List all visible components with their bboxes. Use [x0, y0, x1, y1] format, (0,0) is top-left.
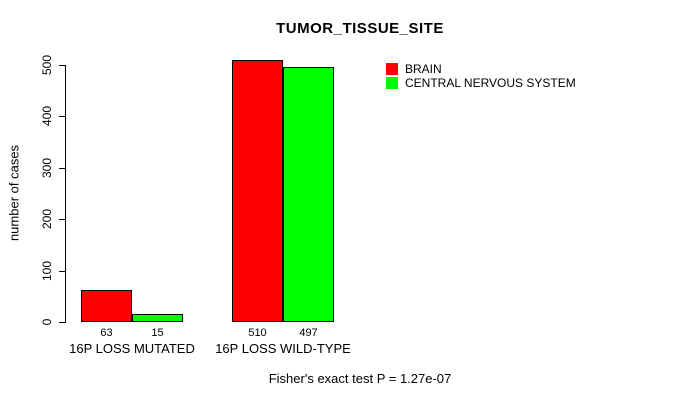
y-axis-tick-label: 300 [40, 157, 54, 178]
bar-value-label: 63 [100, 327, 113, 339]
y-axis-tick [59, 219, 65, 221]
stats-caption: Fisher's exact test P = 1.27e-07 [268, 371, 452, 386]
y-axis-tick-label: 400 [40, 106, 54, 127]
category-label: 16P LOSS WILD-TYPE [215, 341, 351, 356]
y-axis-tick [59, 270, 65, 272]
y-axis-tick-label: 0 [40, 318, 54, 326]
bar [232, 59, 283, 322]
bar-value-label: 497 [299, 327, 318, 339]
bar [81, 289, 132, 322]
legend-label-cns: CENTRAL NERVOUS SYSTEM [405, 76, 576, 90]
y-axis-label: number of cases [6, 144, 22, 242]
legend-item-cns: CENTRAL NERVOUS SYSTEM [386, 76, 576, 90]
legend: BRAIN CENTRAL NERVOUS SYSTEM [386, 62, 576, 90]
legend-swatch-cns-icon [386, 77, 398, 89]
y-axis-tick [59, 65, 65, 66]
chart-title: TUMOR_TISSUE_SITE [276, 20, 444, 37]
bar-value-label: 510 [248, 327, 267, 339]
y-axis-line [65, 65, 66, 323]
bar [132, 314, 183, 322]
category-label: 16P LOSS MUTATED [69, 341, 195, 356]
y-axis-tick [59, 322, 65, 323]
legend-item-brain: BRAIN [386, 62, 576, 76]
legend-label-brain: BRAIN [405, 62, 442, 76]
legend-swatch-brain-icon [386, 63, 398, 75]
bar [283, 66, 334, 322]
y-axis-tick [59, 167, 65, 169]
y-axis-tick-label: 100 [40, 260, 54, 281]
bar-value-label: 15 [151, 327, 164, 339]
y-axis-tick-label: 200 [40, 209, 54, 230]
y-axis-tick [59, 116, 65, 118]
y-axis-tick-label: 500 [40, 54, 54, 76]
